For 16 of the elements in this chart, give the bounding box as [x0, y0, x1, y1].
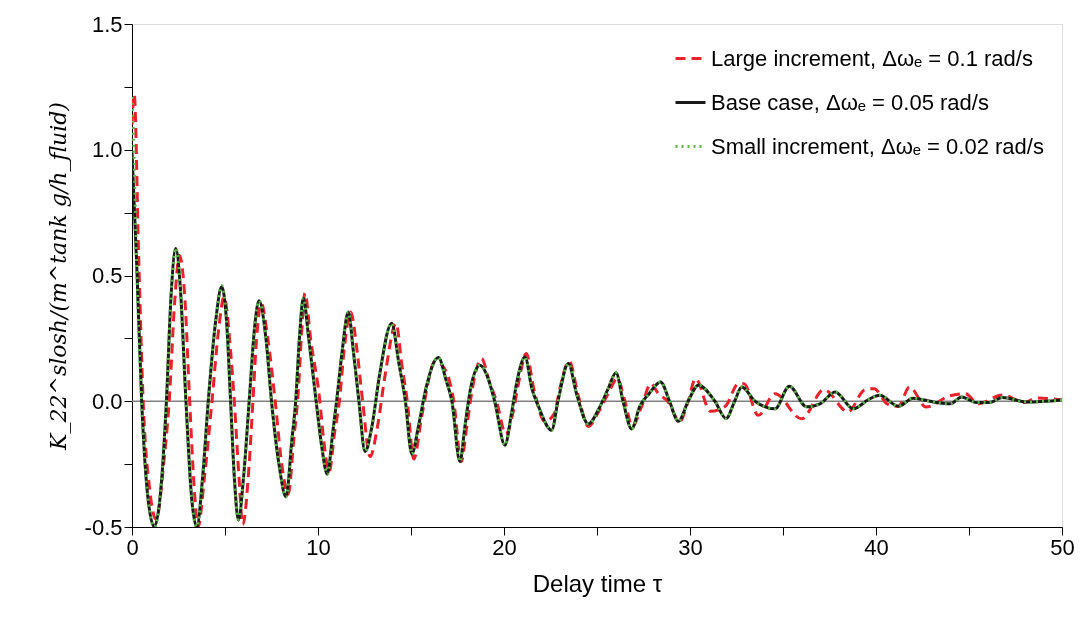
y-tick-label: 1.5	[91, 11, 123, 37]
x-axis-title: Delay time τ	[532, 569, 663, 597]
legend-label: Base case, Δωₑ = 0.05 rad/s	[711, 89, 989, 115]
y-tick-label: -0.5	[84, 514, 123, 540]
legend-label: Small increment, Δωₑ = 0.02 rad/s	[711, 133, 1044, 159]
x-tick-label: 40	[864, 534, 889, 560]
x-tick-label: 20	[492, 534, 517, 560]
y-tick-label: 0.5	[91, 263, 123, 288]
x-tick-label: 0	[126, 534, 139, 560]
x-tick-label: 50	[1050, 534, 1075, 560]
x-tick-label: 30	[678, 534, 703, 560]
y-tick-label: 1.0	[91, 137, 123, 163]
legend-label: Large increment, Δωₑ = 0.1 rad/s	[711, 45, 1033, 71]
y-axis-title: K_22^slosh/(m^tank g/h_fluid)	[45, 102, 71, 451]
x-tick-label: 10	[306, 534, 331, 560]
y-tick-label: 0.0	[91, 388, 123, 414]
